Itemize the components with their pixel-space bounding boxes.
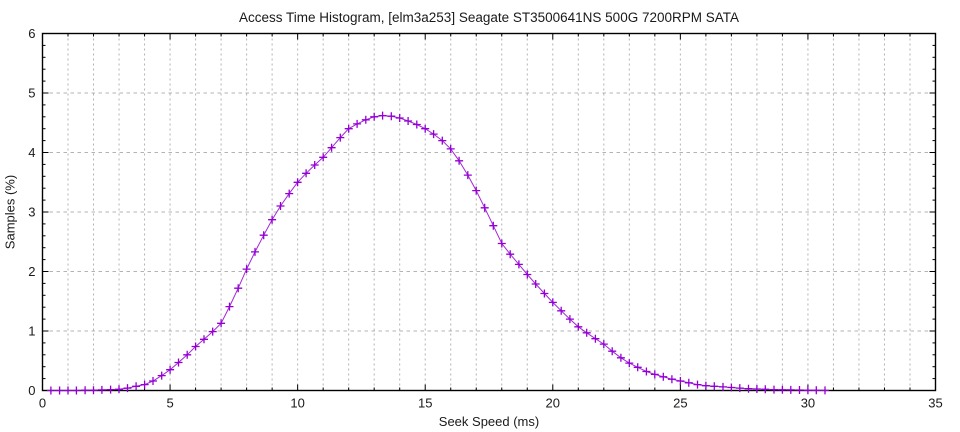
y-tick-label: 2	[28, 264, 35, 279]
series-line	[50, 115, 826, 391]
y-tick-label: 4	[28, 145, 35, 160]
x-tick-label: 0	[39, 396, 46, 411]
x-tick-label: 10	[290, 396, 304, 411]
x-tick-label: 15	[418, 396, 432, 411]
chart-title: Access Time Histogram, [elm3a253] Seagat…	[238, 10, 739, 25]
x-axis-label: Seek Speed (ms)	[438, 414, 540, 429]
series-markers	[46, 111, 829, 395]
x-tick-label: 25	[673, 396, 687, 411]
y-tick-label: 5	[28, 86, 35, 101]
y-tick-label: 3	[28, 205, 35, 220]
x-tick-label: 30	[801, 396, 815, 411]
x-tick-label: 35	[928, 396, 942, 411]
x-tick-label: 5	[166, 396, 173, 411]
y-tick-label: 6	[28, 26, 35, 41]
y-tick-label: 0	[28, 383, 35, 398]
x-tick-label: 20	[546, 396, 560, 411]
y-tick-label: 1	[28, 324, 35, 339]
